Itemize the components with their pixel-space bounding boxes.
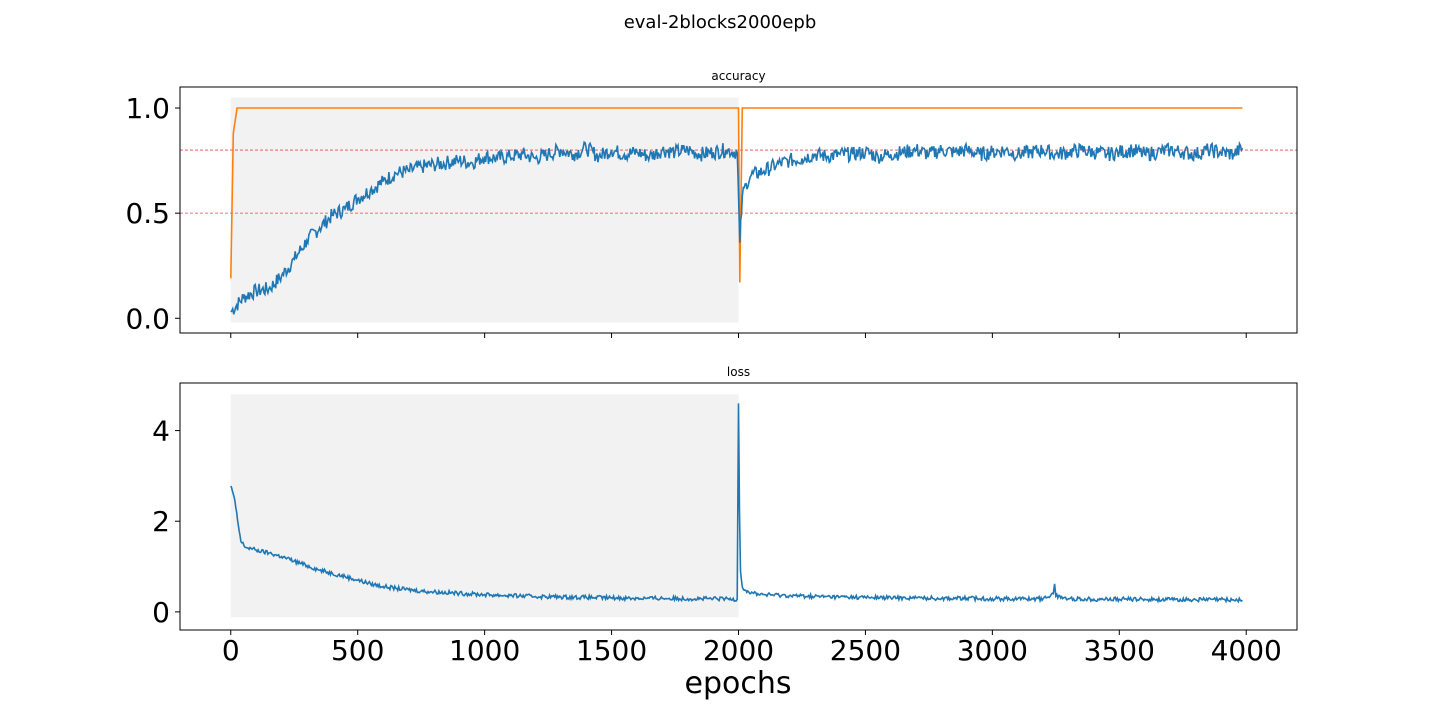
accuracy-series-blue-line bbox=[230, 140, 1244, 315]
accuracy-shaded-region bbox=[230, 97, 739, 323]
loss-series-blue-line bbox=[230, 403, 1243, 604]
figure-title: eval-2blocks2000epb bbox=[624, 12, 817, 33]
accuracy-ytick-label-0: 0.0 bbox=[125, 302, 170, 335]
loss-xtick-label-8: 4000 bbox=[1211, 634, 1282, 667]
loss-ytick-label-2: 4 bbox=[152, 415, 170, 448]
loss-title: loss bbox=[727, 365, 750, 379]
loss-ytick-label-1: 2 bbox=[152, 505, 170, 538]
loss-xtick-label-2: 1000 bbox=[449, 634, 520, 667]
accuracy-title: accuracy bbox=[711, 69, 765, 83]
loss-shaded-region bbox=[230, 394, 739, 618]
loss-ytick-label-0: 0 bbox=[152, 596, 170, 629]
loss-xtick-label-3: 1500 bbox=[576, 634, 647, 667]
loss-panel: loss 0 2 4 0 500 1000 1500 2000 2500 3000 3500 4000 bbox=[152, 365, 1298, 667]
loss-xtick-label-6: 3000 bbox=[957, 634, 1028, 667]
accuracy-ytick-label-2: 1.0 bbox=[125, 92, 170, 125]
accuracy-panel: accuracy 0.0 0.5 1.0 bbox=[125, 69, 1298, 338]
accuracy-ytick-label-1: 0.5 bbox=[125, 197, 170, 230]
loss-xtick-label-0: 0 bbox=[222, 634, 240, 667]
loss-xtick-label-1: 500 bbox=[331, 634, 384, 667]
accuracy-series-orange-line bbox=[230, 107, 1243, 283]
loss-xtick-label-5: 2500 bbox=[830, 634, 901, 667]
loss-xtick-label-7: 3500 bbox=[1084, 634, 1155, 667]
x-axis-label: epochs bbox=[685, 666, 792, 701]
loss-xtick-label-4: 2000 bbox=[703, 634, 774, 667]
